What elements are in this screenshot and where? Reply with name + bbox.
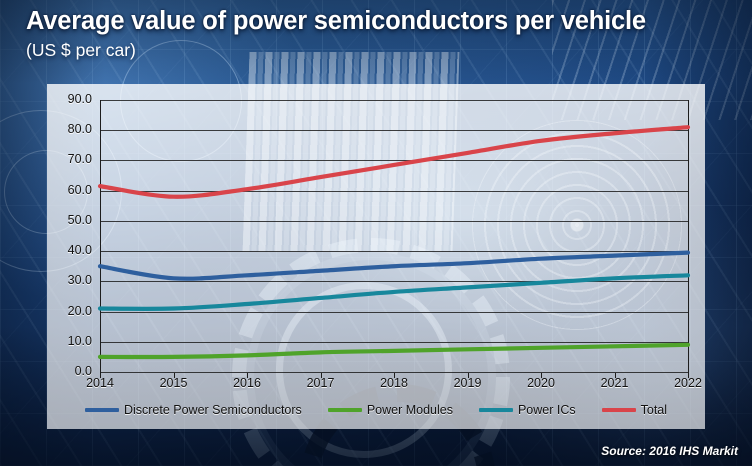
- x-axis-tick: [394, 373, 395, 378]
- x-axis-tick-label: 2020: [527, 376, 555, 390]
- gridline: [100, 281, 688, 283]
- x-axis-tick: [100, 373, 101, 378]
- legend-color-swatch: [84, 408, 119, 412]
- x-axis-tick-label: 2019: [453, 376, 482, 390]
- legend-color-swatch: [601, 408, 636, 412]
- x-axis-tick: [320, 373, 322, 378]
- gridline: [100, 130, 688, 132]
- chart-legend: Discrete Power Semiconductors Power Modul…: [47, 398, 705, 422]
- legend-item[interactable]: Power ICs: [478, 403, 576, 417]
- x-axis-tick-label: 2016: [233, 376, 261, 390]
- source-note: Source: 2016 IHS Markit: [601, 444, 738, 458]
- legend-item-label: Power ICs: [517, 403, 576, 417]
- x-axis-tick: [173, 373, 175, 378]
- y-axis-tick-label: 40.0: [67, 243, 92, 258]
- x-axis-tick: [614, 373, 616, 378]
- gridline: [100, 190, 688, 192]
- y-axis-line: [100, 100, 101, 373]
- x-axis-tick-label: 2015: [159, 376, 188, 390]
- legend-item[interactable]: Discrete Power Semiconductors: [84, 403, 302, 417]
- legend-color-swatch: [327, 408, 362, 412]
- series-line-total: [97, 125, 691, 199]
- gridline: [100, 311, 688, 313]
- x-axis-tick: [467, 373, 469, 378]
- legend-item[interactable]: Total: [601, 403, 668, 417]
- gridline: [100, 372, 688, 373]
- gridline: [100, 220, 688, 222]
- chart-subtitle: (US $ per car): [26, 40, 136, 60]
- x-axis-tick-label: 2014: [86, 376, 114, 390]
- x-axis-tick-label: 2021: [600, 376, 629, 390]
- series-line-power-ics: [97, 273, 691, 311]
- y-axis-tick-label: 30.0: [67, 273, 92, 288]
- y-axis-tick-label: 60.0: [67, 182, 92, 197]
- y-axis-tick-label: 70.0: [67, 152, 92, 167]
- gridline: [100, 160, 688, 162]
- chart-header: Average value of power semiconductors pe…: [0, 0, 752, 76]
- y-axis-tick-label: 50.0: [67, 212, 92, 227]
- y-axis-tick-label: 90.0: [67, 92, 92, 106]
- x-axis-tick: [247, 373, 248, 378]
- y-axis-tick-label: 80.0: [67, 122, 92, 137]
- x-axis-tick: [541, 373, 542, 378]
- gridline: [100, 100, 688, 101]
- y-axis-tick-label: 0.0: [74, 364, 92, 378]
- x-axis-tick-label: 2018: [380, 376, 408, 390]
- legend-item[interactable]: Power Modules: [327, 403, 453, 417]
- y-axis-tick-label: 10.0: [67, 333, 92, 348]
- series-line-power-modules: [97, 342, 691, 360]
- series-line-discrete-power-semiconductors: [97, 250, 691, 281]
- gridline: [100, 251, 688, 253]
- gridline: [100, 341, 688, 343]
- y-axis-tick-label: 20.0: [67, 303, 92, 318]
- x-axis-tick: [688, 373, 689, 378]
- legend-color-swatch: [478, 408, 513, 412]
- page-title: Average value of power semiconductors pe…: [26, 7, 646, 35]
- legend-item-label: Discrete Power Semiconductors: [123, 403, 302, 417]
- legend-item-label: Total: [640, 403, 668, 417]
- legend-item-label: Power Modules: [366, 403, 453, 417]
- x-axis-tick-label: 2017: [306, 376, 335, 390]
- plot-right-border: [688, 100, 689, 373]
- x-axis-tick-label: 2022: [674, 376, 702, 390]
